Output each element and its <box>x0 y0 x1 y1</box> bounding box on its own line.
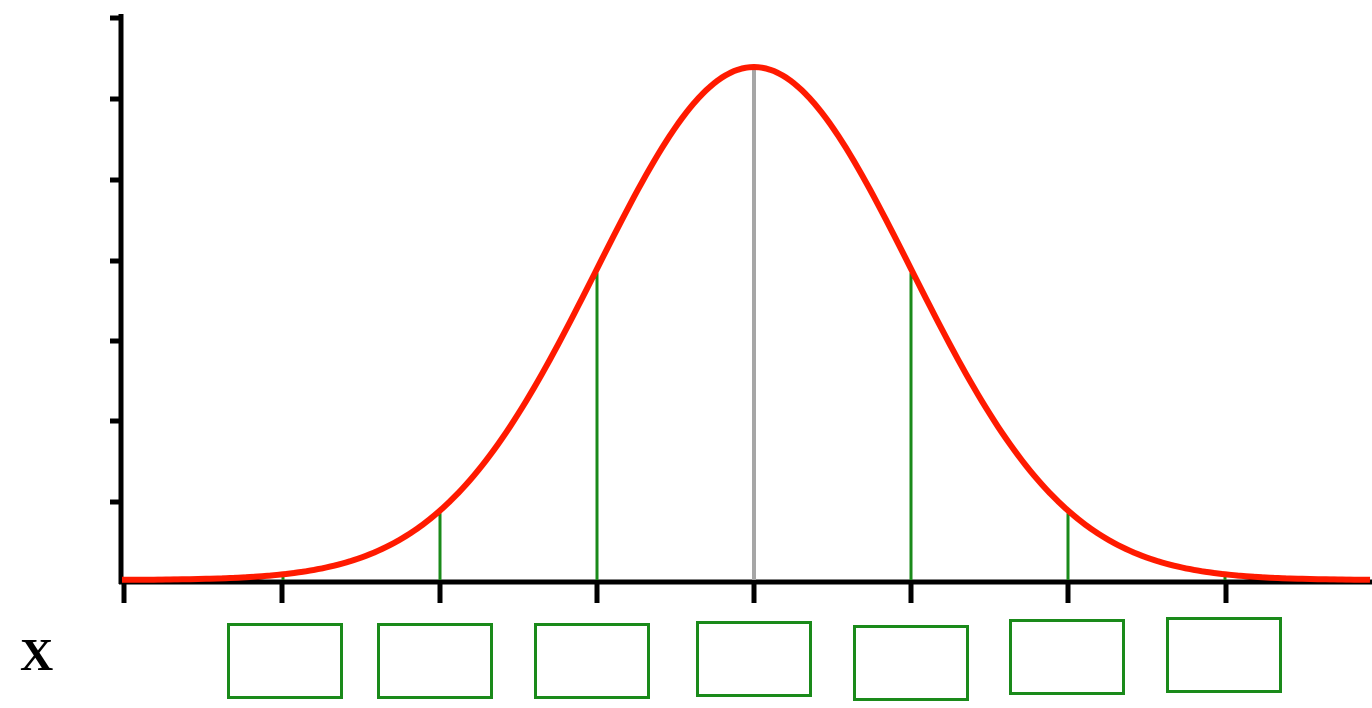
x-axis-ticks <box>121 582 1229 603</box>
answer-box-6[interactable] <box>1009 619 1125 695</box>
answer-box-1[interactable] <box>227 623 343 699</box>
y-axis-ticks <box>110 15 121 505</box>
x-axis-label: X <box>20 629 54 680</box>
answer-box-4[interactable] <box>696 621 812 697</box>
answer-box-2[interactable] <box>377 623 493 699</box>
bell-curve <box>122 64 1371 583</box>
answer-box-3[interactable] <box>534 623 650 699</box>
answer-box-5[interactable] <box>853 625 969 701</box>
answer-box-7[interactable] <box>1166 617 1282 693</box>
sd-marker-lines <box>281 67 1227 580</box>
